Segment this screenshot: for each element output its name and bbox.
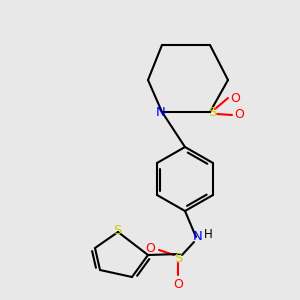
Text: O: O bbox=[230, 92, 240, 104]
Text: H: H bbox=[204, 229, 212, 242]
Text: S: S bbox=[208, 106, 216, 118]
Text: N: N bbox=[156, 106, 166, 118]
Text: O: O bbox=[173, 278, 183, 292]
Text: N: N bbox=[193, 230, 203, 244]
Text: S: S bbox=[113, 224, 121, 236]
Text: O: O bbox=[234, 109, 244, 122]
Text: S: S bbox=[174, 251, 182, 265]
Text: O: O bbox=[145, 242, 155, 254]
